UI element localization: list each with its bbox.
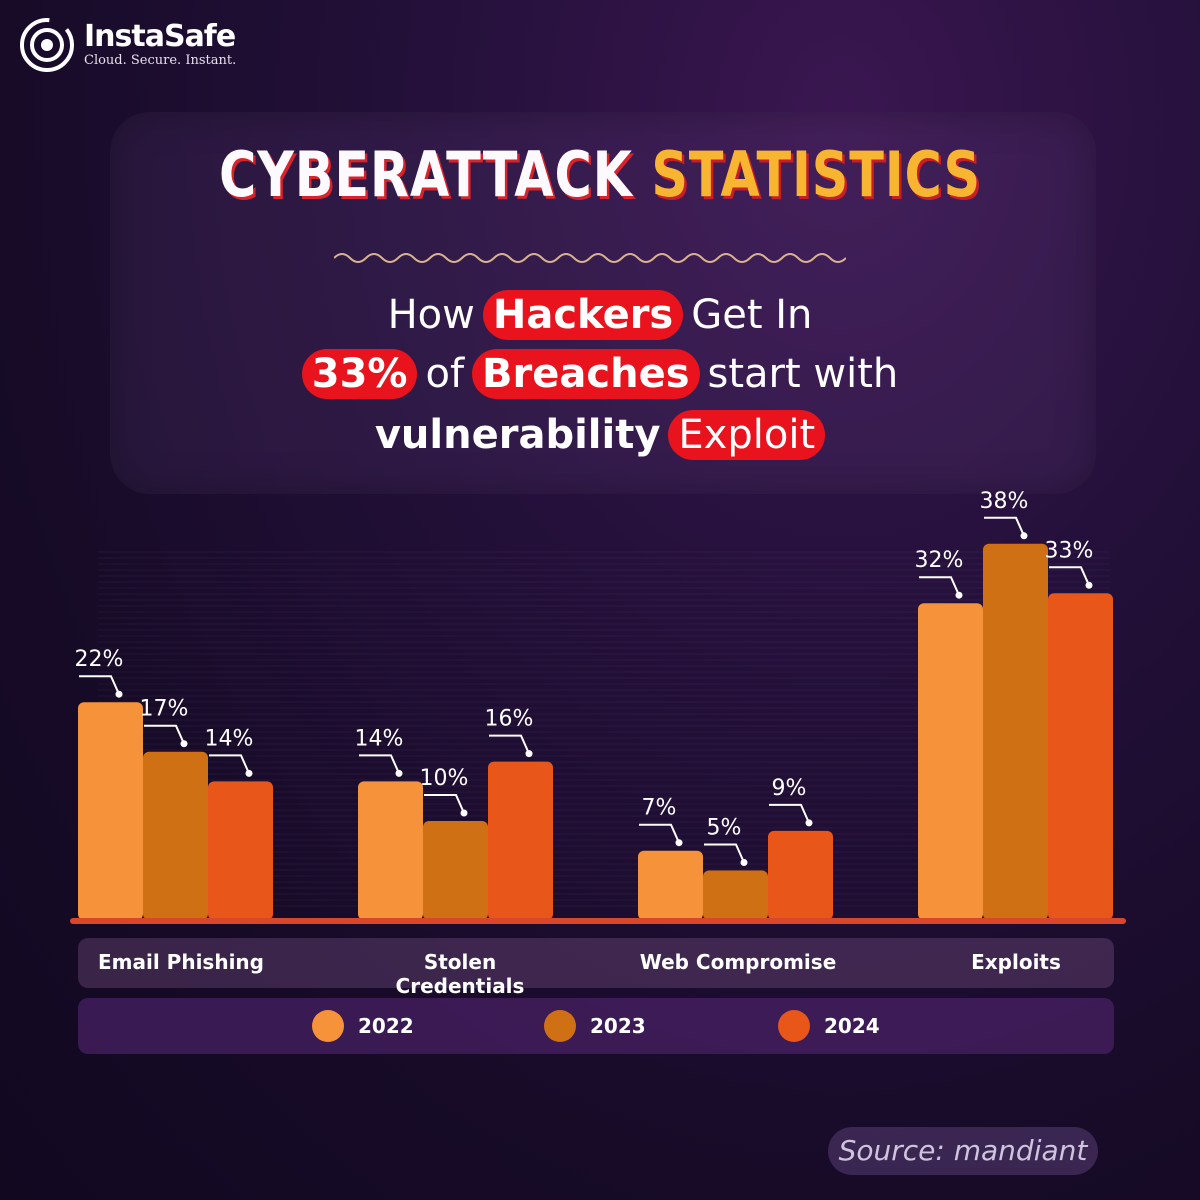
bar-2023-3 xyxy=(983,543,1048,920)
data-label-2024-1: 16% xyxy=(485,707,534,732)
bar-2022-0 xyxy=(78,702,143,920)
callout-line xyxy=(919,576,960,596)
highlight-exploit: Exploit xyxy=(668,410,826,460)
callout-line xyxy=(1049,566,1090,586)
legend-label-2023: 2023 xyxy=(590,1014,646,1038)
subtitle-line-1: How Hackers Get In xyxy=(0,290,1200,340)
title-word-1: CYBERATTACK xyxy=(219,138,633,211)
subtitle-text: vulnerability xyxy=(374,412,661,458)
category-label-exploits: Exploits xyxy=(971,950,1061,974)
logo-icon xyxy=(20,18,74,72)
wave-divider xyxy=(334,253,846,263)
brand-name: InstaSafe xyxy=(84,19,236,54)
category-label-email-phishing: Email Phishing xyxy=(98,950,264,974)
bar-2023-0 xyxy=(143,751,208,920)
callout-line xyxy=(424,794,465,814)
category-label-web-compromise: Web Compromise xyxy=(639,950,837,974)
callout-line xyxy=(209,754,250,774)
callout-line xyxy=(79,675,120,695)
data-label-2022-0: 22% xyxy=(75,647,124,672)
legend-swatch-2023 xyxy=(544,1010,576,1042)
legend-item-2024: 2024 xyxy=(778,1010,880,1042)
data-label-2023-3: 38% xyxy=(980,489,1029,514)
callout-line xyxy=(639,823,680,844)
subtitle-text: How xyxy=(387,292,475,338)
callout-line xyxy=(704,843,745,863)
callout-line xyxy=(769,803,810,824)
data-label-2022-2: 7% xyxy=(642,796,677,821)
bar-2023-2 xyxy=(703,870,768,920)
highlight-hackers: Hackers xyxy=(482,290,684,340)
subtitle-line-2: 33% of Breaches start with xyxy=(0,349,1200,399)
legend-label-2024: 2024 xyxy=(824,1014,880,1038)
legend-swatch-2022 xyxy=(312,1010,344,1042)
bar-2022-3 xyxy=(918,603,983,920)
highlight-percent: 33% xyxy=(301,349,418,399)
subtitle-text: Get In xyxy=(691,292,813,338)
bar-2024-2 xyxy=(768,830,833,920)
legend-item-2023: 2023 xyxy=(544,1010,646,1042)
legend xyxy=(78,998,1114,1054)
category-label-stolen-credentials: Stolen Credentials xyxy=(395,950,525,998)
data-label-2023-2: 5% xyxy=(707,816,742,841)
subtitle-text: of xyxy=(425,351,465,397)
bar-2024-0 xyxy=(208,781,273,920)
data-label-2022-1: 14% xyxy=(355,726,404,751)
data-label-2024-2: 9% xyxy=(772,776,807,801)
data-label-2024-3: 33% xyxy=(1045,538,1094,563)
subtitle-line-3: vulnerability Exploit xyxy=(0,410,1200,460)
highlight-breaches: Breaches xyxy=(472,349,700,399)
data-label-2022-3: 32% xyxy=(915,548,964,573)
callout-line xyxy=(489,734,530,755)
legend-swatch-2024 xyxy=(778,1010,810,1042)
bar-2023-1 xyxy=(423,821,488,920)
bar-2024-1 xyxy=(488,761,553,920)
source-note: Source: mandiant xyxy=(828,1127,1098,1175)
legend-label-2022: 2022 xyxy=(358,1014,414,1038)
page-title: CYBERATTACK STATISTICS xyxy=(108,138,1092,211)
legend-item-2022: 2022 xyxy=(312,1010,414,1042)
chart-baseline xyxy=(70,918,1126,924)
data-label-2023-1: 10% xyxy=(420,766,469,791)
bar-2024-3 xyxy=(1048,593,1113,920)
brand-tagline: Cloud. Secure. Instant. xyxy=(84,53,237,68)
title-word-2: STATISTICS xyxy=(651,138,981,211)
bar-2022-1 xyxy=(358,781,423,920)
bar-2022-2 xyxy=(638,850,703,920)
data-label-2024-0: 14% xyxy=(205,726,254,751)
callout-line xyxy=(144,724,185,745)
subtitle-text: start with xyxy=(707,351,899,397)
brand-logo: InstaSafe Cloud. Secure. Instant. xyxy=(18,16,236,74)
callout-line xyxy=(984,516,1025,537)
callout-line xyxy=(359,754,400,774)
category-axis xyxy=(78,938,1114,988)
data-label-2023-0: 17% xyxy=(140,697,189,722)
